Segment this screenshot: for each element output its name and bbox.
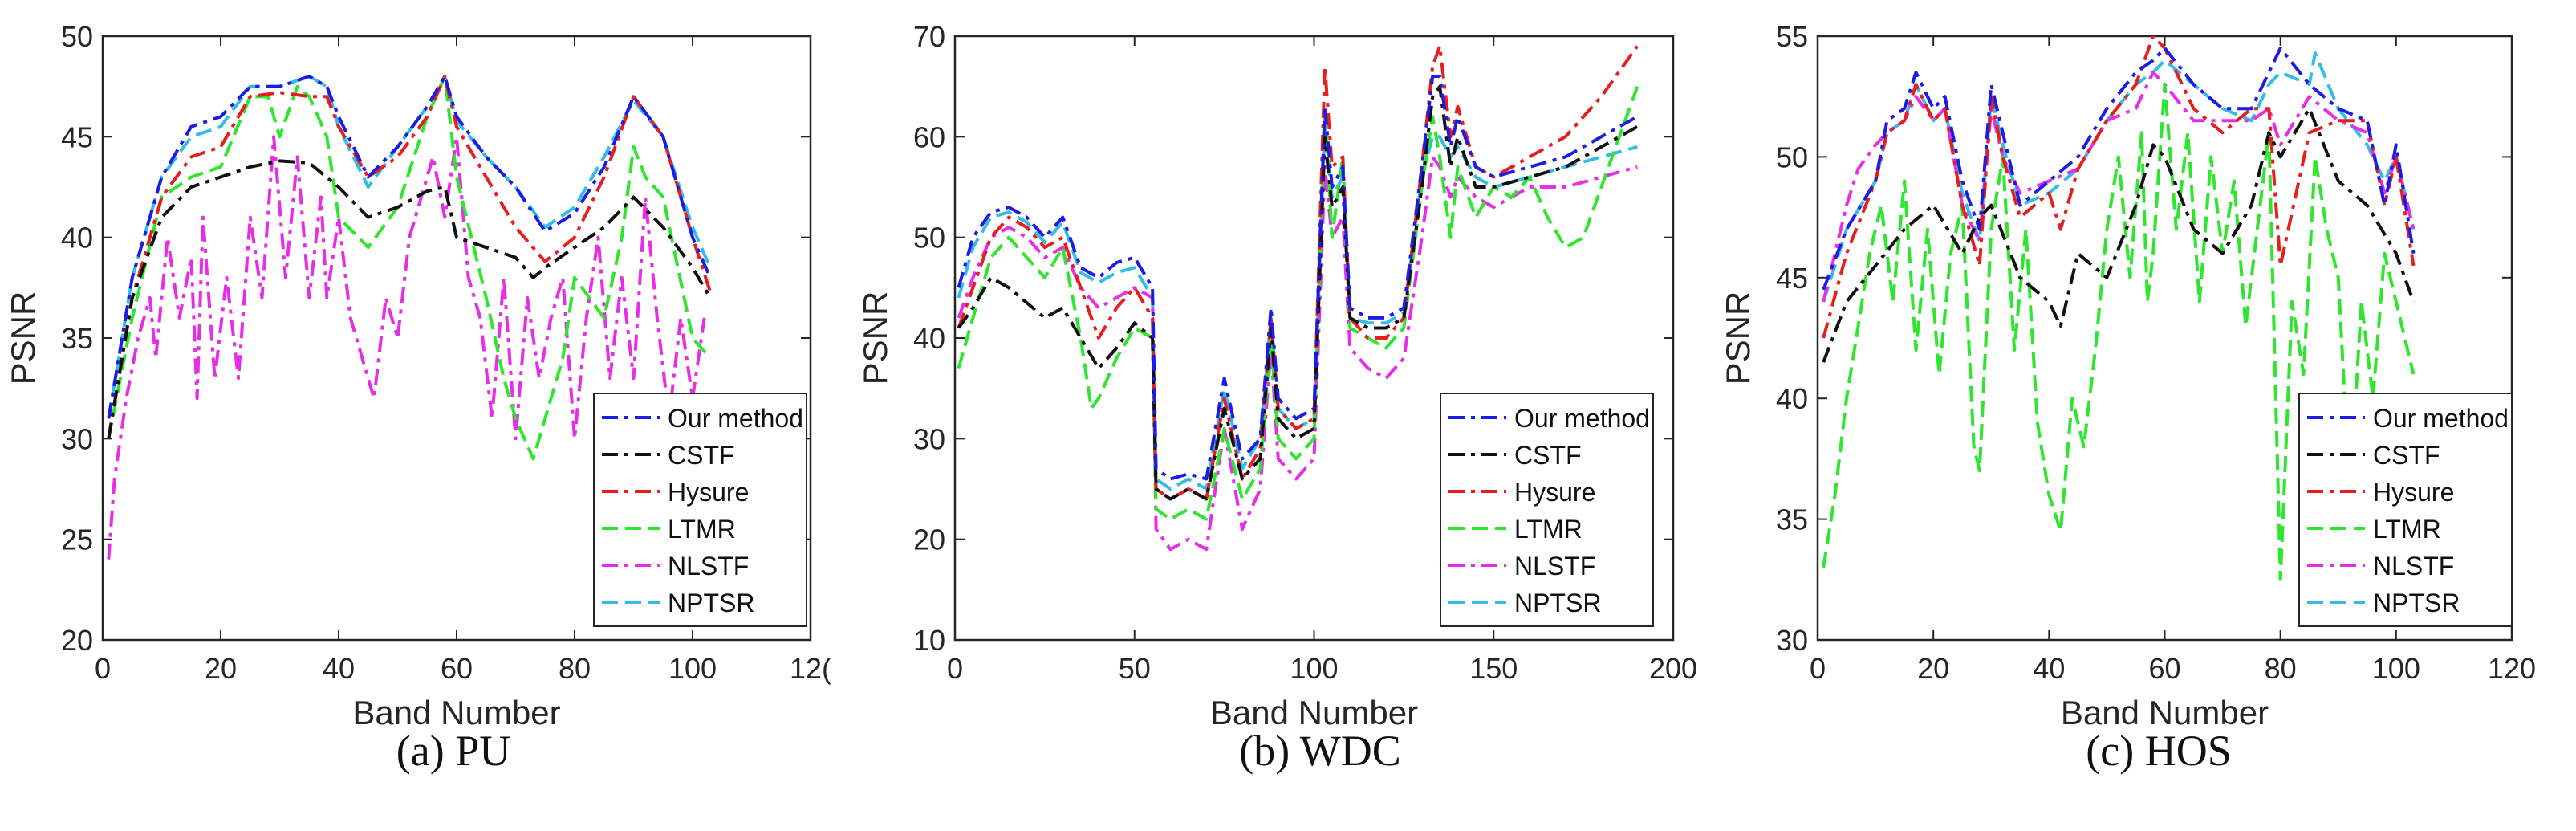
legend: Our method CSTF Hysure LTMR NLSTF NPTSR	[2298, 393, 2513, 627]
caption-panel-a: (a) PU	[396, 727, 511, 775]
x-tick-label: 80	[559, 652, 591, 685]
legend-label-hysure: Hysure	[1514, 478, 1595, 507]
legend-label-nptsr: NPTSR	[2373, 589, 2460, 617]
y-tick-label: 40	[913, 322, 945, 355]
legend-label-our-method: Our method	[668, 404, 803, 433]
x-tick-label: 40	[2033, 652, 2065, 685]
x-tick-label: 200	[1649, 652, 1697, 685]
y-tick-label: 35	[61, 322, 93, 355]
y-axis-label: PSNR	[856, 291, 894, 385]
legend-label-ltmr: LTMR	[2373, 515, 2441, 544]
legend-box	[1440, 393, 1654, 627]
legend-label-cstf: CSTF	[2373, 441, 2440, 470]
y-tick-label: 40	[61, 222, 93, 255]
legend-label-cstf: CSTF	[1514, 441, 1582, 470]
series-line-cstf	[1822, 107, 2416, 363]
legend: Our method CSTF Hysure LTMR NLSTF NPTSR	[593, 393, 807, 627]
y-axis-label: PSNR	[1719, 291, 1757, 385]
y-tick-label: 30	[1776, 624, 1808, 657]
series-line-nlstf	[957, 155, 1638, 552]
caption-panel-b: (b) WDC	[1239, 727, 1401, 775]
series-lines	[957, 44, 1639, 552]
legend-box	[2298, 393, 2513, 627]
legend-label-cstf: CSTF	[668, 441, 735, 470]
y-tick-label: 50	[913, 222, 945, 255]
x-tick-label: 20	[205, 652, 237, 685]
legend-label-nptsr: NPTSR	[1514, 589, 1601, 617]
x-tick-label: 80	[2265, 652, 2297, 685]
y-tick-label: 50	[61, 20, 93, 53]
series-line-our-method	[957, 75, 1639, 481]
x-tick-label: 60	[2148, 652, 2180, 685]
series-line-ltmr	[1822, 83, 2416, 581]
series-line-cstf	[957, 84, 1639, 501]
x-tick-label: 150	[1469, 652, 1518, 685]
series-line-hysure	[107, 75, 712, 439]
caption-panel-c: (c) HOS	[2086, 727, 2232, 775]
series-lines	[107, 75, 712, 560]
series-line-our-method	[1822, 47, 2416, 291]
chart-panel-3: 0 20 40 60 80 100 120 30 35 40 45 50 55 Band Number PS…	[1719, 20, 2536, 731]
x-tick-label: 0	[95, 652, 111, 685]
x-tick-label: 20	[1917, 652, 1949, 685]
y-tick-label: 30	[61, 422, 93, 455]
y-tick-label: 55	[1776, 20, 1808, 53]
legend: Our method CSTF Hysure LTMR NLSTF NPTSR	[1440, 393, 1654, 627]
y-tick-label: 40	[1776, 382, 1808, 415]
x-tick-label: 0	[1810, 652, 1826, 685]
series-line-nlstf	[107, 135, 706, 560]
legend-label-nptsr: NPTSR	[668, 589, 754, 617]
legend-label-ltmr: LTMR	[1514, 515, 1583, 544]
y-tick-label: 30	[913, 422, 945, 455]
y-tick-label: 50	[1776, 141, 1808, 173]
legend-label-hysure: Hysure	[2373, 478, 2454, 507]
legend-label-our-method: Our method	[2373, 404, 2509, 433]
legend-label-hysure: Hysure	[668, 478, 749, 507]
x-axis-label: Band Number	[2061, 694, 2269, 731]
x-tick-label: 40	[323, 652, 355, 685]
y-tick-label: 25	[61, 523, 93, 556]
x-tick-label: 120	[2488, 652, 2536, 685]
series-line-hysure	[1822, 36, 2416, 339]
y-tick-label: 20	[913, 523, 945, 556]
legend-label-nlstf: NLSTF	[1514, 552, 1595, 580]
x-tick-label: 50	[1119, 652, 1151, 685]
legend-label-our-method: Our method	[1514, 404, 1650, 433]
legend-box	[593, 393, 807, 627]
series-line-ltmr	[957, 86, 1639, 521]
x-tick-label: 60	[441, 652, 473, 685]
x-tick-label: 0	[947, 652, 963, 685]
chart-panel-2: 0 50 100 150 200 10 20 30 40 50 60 70 Band Number PSN…	[856, 20, 1697, 731]
y-axis-label: PSNR	[4, 291, 42, 385]
series-line-cstf	[107, 159, 712, 439]
legend-label-nlstf: NLSTF	[2373, 552, 2454, 580]
x-tick-label: 100	[668, 652, 717, 685]
x-tick-label: 12(	[790, 652, 831, 685]
series-lines	[1822, 36, 2416, 581]
y-tick-label: 60	[913, 120, 945, 153]
legend-label-nlstf: NLSTF	[668, 552, 749, 580]
y-tick-label: 70	[913, 20, 945, 53]
x-tick-label: 100	[2372, 652, 2420, 685]
x-tick-label: 100	[1290, 652, 1338, 685]
series-line-our-method	[107, 75, 712, 419]
y-tick-label: 20	[61, 624, 93, 657]
legend-label-ltmr: LTMR	[668, 515, 736, 544]
y-tick-label: 45	[61, 120, 93, 153]
x-axis-label: Band Number	[1210, 694, 1418, 731]
x-axis-label: Band Number	[352, 694, 560, 731]
y-tick-label: 45	[1776, 262, 1808, 295]
y-tick-label: 10	[913, 624, 945, 657]
y-tick-label: 35	[1776, 503, 1808, 536]
